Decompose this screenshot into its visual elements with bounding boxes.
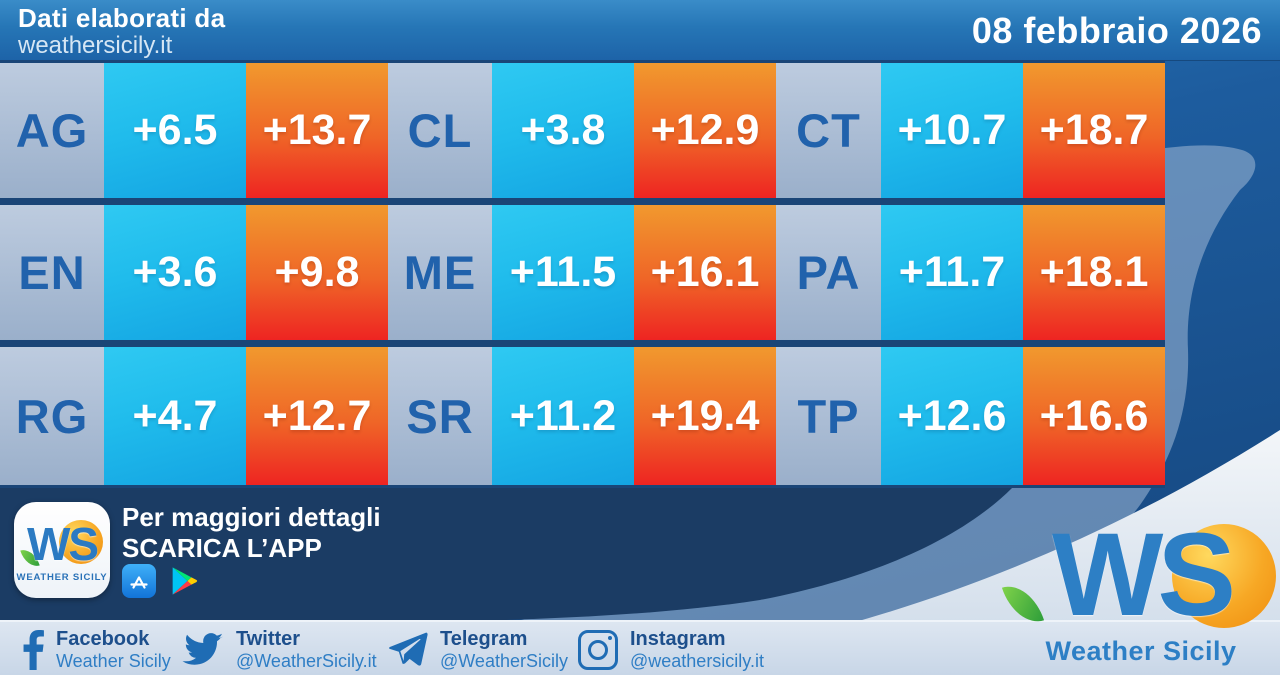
facebook-link[interactable]: Facebook Weather Sicily: [22, 628, 171, 672]
footer-social-bar: Facebook Weather Sicily Twitter @Weather…: [0, 620, 1280, 675]
max-temp-EN: +9.8: [246, 205, 388, 340]
province-code-ME: ME: [388, 205, 492, 340]
telegram-icon: [388, 632, 428, 668]
max-temp-CT: +18.7: [1023, 63, 1165, 198]
forecast-date: 08 febbraio 2026: [971, 10, 1262, 51]
max-temp-AG: +13.7: [246, 63, 388, 198]
twitter-link[interactable]: Twitter @WeatherSicily.it: [182, 628, 377, 672]
ws-logo-text: WS: [26, 517, 99, 570]
province-code-PA: PA: [776, 205, 881, 340]
min-temp-ME: +11.5: [492, 205, 634, 340]
ws-app-icon: WS WEATHER SICILY: [14, 502, 110, 598]
store-badges: [122, 564, 200, 598]
header-bar: Dati elaborati da weathersicily.it 08 fe…: [0, 0, 1280, 61]
min-temp-RG: +4.7: [104, 347, 246, 485]
source-site: weathersicily.it: [18, 31, 173, 59]
google-play-icon[interactable]: [168, 565, 200, 597]
min-temp-CT: +10.7: [881, 63, 1023, 198]
min-temp-EN: +3.6: [104, 205, 246, 340]
min-temp-AG: +6.5: [104, 63, 246, 198]
telegram-link[interactable]: Telegram @WeatherSicily: [388, 628, 568, 672]
social-handle: @WeatherSicily.it: [236, 651, 377, 671]
app-promo-strip: WS WEATHER SICILY Per maggiori dettagli …: [0, 488, 1280, 620]
sun-icon: [1172, 524, 1276, 628]
social-handle: Weather Sicily: [56, 651, 171, 671]
max-temp-TP: +16.6: [1023, 347, 1165, 485]
max-temp-PA: +18.1: [1023, 205, 1165, 340]
promo-line1: Per maggiori dettagli: [122, 502, 381, 532]
ws-logo-small: WS: [20, 517, 104, 570]
weather-sicily-logo: WS Weather Sicily: [1001, 509, 1276, 667]
promo-text: Per maggiori dettagli SCARICA L’APP: [122, 502, 381, 564]
province-code-CT: CT: [776, 63, 881, 198]
social-name: Twitter: [236, 628, 301, 650]
social-handle: @WeatherSicily: [440, 651, 568, 671]
province-code-RG: RG: [0, 347, 104, 485]
max-temp-SR: +19.4: [634, 347, 776, 485]
province-code-TP: TP: [776, 347, 881, 485]
ws-logo-caption: Weather Sicily: [1045, 636, 1237, 666]
max-temp-CL: +12.9: [634, 63, 776, 198]
province-code-CL: CL: [388, 63, 492, 198]
instagram-icon: [578, 629, 618, 670]
sun-icon: [59, 519, 104, 564]
ws-logo-caption: WEATHER SICILY: [16, 571, 108, 583]
social-name: Telegram: [440, 628, 528, 650]
min-temp-PA: +11.7: [881, 205, 1023, 340]
social-handle: @weathersicily.it: [630, 651, 764, 671]
social-name: Facebook: [56, 628, 150, 650]
twitter-icon: [182, 632, 224, 668]
source-label: Dati elaborati da: [18, 3, 226, 33]
province-code-SR: SR: [388, 347, 492, 485]
min-temp-SR: +11.2: [492, 347, 634, 485]
promo-line2: SCARICA L’APP: [122, 533, 322, 564]
temperature-table: AG +6.5 +13.7 CL +3.8 +12.9 CT +10.7 +18…: [0, 60, 1165, 488]
min-temp-CL: +3.8: [492, 63, 634, 198]
ws-logo-text: WS: [1051, 509, 1236, 641]
instagram-link[interactable]: Instagram @weathersicily.it: [578, 628, 764, 672]
facebook-icon: [22, 629, 44, 670]
province-code-EN: EN: [0, 205, 104, 340]
max-temp-ME: +16.1: [634, 205, 776, 340]
min-temp-TP: +12.6: [881, 347, 1023, 485]
province-code-AG: AG: [0, 63, 104, 198]
social-name: Instagram: [630, 628, 726, 650]
app-store-icon[interactable]: [122, 564, 156, 598]
ws-logo-big: WS: [1001, 509, 1276, 641]
max-temp-RG: +12.7: [246, 347, 388, 485]
data-source: Dati elaborati da weathersicily.it: [18, 4, 225, 59]
